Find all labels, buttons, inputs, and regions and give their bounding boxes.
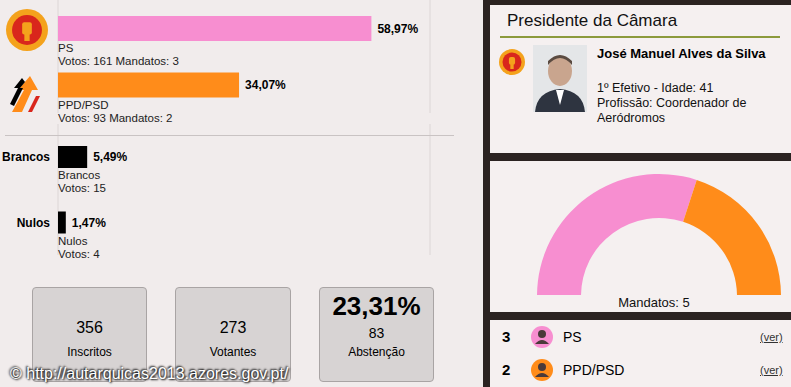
- svg-text:Nulos: Nulos: [17, 216, 51, 230]
- svg-text:Brancos: Brancos: [58, 169, 100, 181]
- html-text:23,31%: 23,31%: [332, 291, 421, 321]
- html-text:3: 3: [502, 328, 511, 345]
- svg-text:Brancos: Brancos: [2, 150, 50, 164]
- html-text:PS: PS: [563, 329, 582, 345]
- svg-text:Votos: 15: Votos: 15: [58, 182, 106, 194]
- svg-text:Nulos: Nulos: [58, 235, 88, 247]
- svg-text:PS: PS: [58, 42, 74, 54]
- html-text:83: 83: [368, 325, 385, 341]
- html-text:Inscritos: Inscritos: [67, 345, 112, 359]
- html-text:356: 356: [76, 319, 103, 336]
- svg-text:Votos: 161 Mandatos: 3: Votos: 161 Mandatos: 3: [58, 55, 179, 67]
- html-text:Abstenção: Abstenção: [348, 345, 405, 359]
- html-text:(ver): (ver): [760, 331, 783, 343]
- html-text:José Manuel Alves da Silva: José Manuel Alves da Silva: [597, 46, 766, 61]
- html-text:2: 2: [502, 361, 511, 378]
- svg-text:PPD/PSD: PPD/PSD: [58, 99, 109, 111]
- html-text:Presidente da Câmara: Presidente da Câmara: [507, 11, 678, 30]
- html-text:Votantes: Votantes: [209, 345, 257, 359]
- html-text:Profissão: Coordenador de Aeró: Profissão: Coordenador de Aeródromos: [597, 96, 747, 125]
- html-text:1º Efetivo - Idade: 41: 1º Efetivo - Idade: 41: [597, 81, 714, 95]
- html-text:Mandatos: 5: Mandatos: 5: [618, 295, 690, 310]
- svg-text:Votos: 93 Mandatos: 2: Votos: 93 Mandatos: 2: [58, 112, 172, 124]
- svg-text:58,97%: 58,97%: [377, 22, 418, 36]
- html-text:(ver): (ver): [760, 364, 783, 376]
- svg-text:Votos: 4: Votos: 4: [58, 248, 100, 260]
- svg-text:1,47%: 1,47%: [72, 216, 106, 230]
- html-text:273: 273: [219, 319, 247, 336]
- svg-text:34,07%: 34,07%: [245, 78, 286, 92]
- svg-text:5,49%: 5,49%: [93, 150, 127, 164]
- html-text:© http://autarquicas2013.azore: © http://autarquicas2013.azores.gov.pt/: [10, 365, 289, 382]
- html-text:PPD/PSD: PPD/PSD: [563, 362, 625, 378]
